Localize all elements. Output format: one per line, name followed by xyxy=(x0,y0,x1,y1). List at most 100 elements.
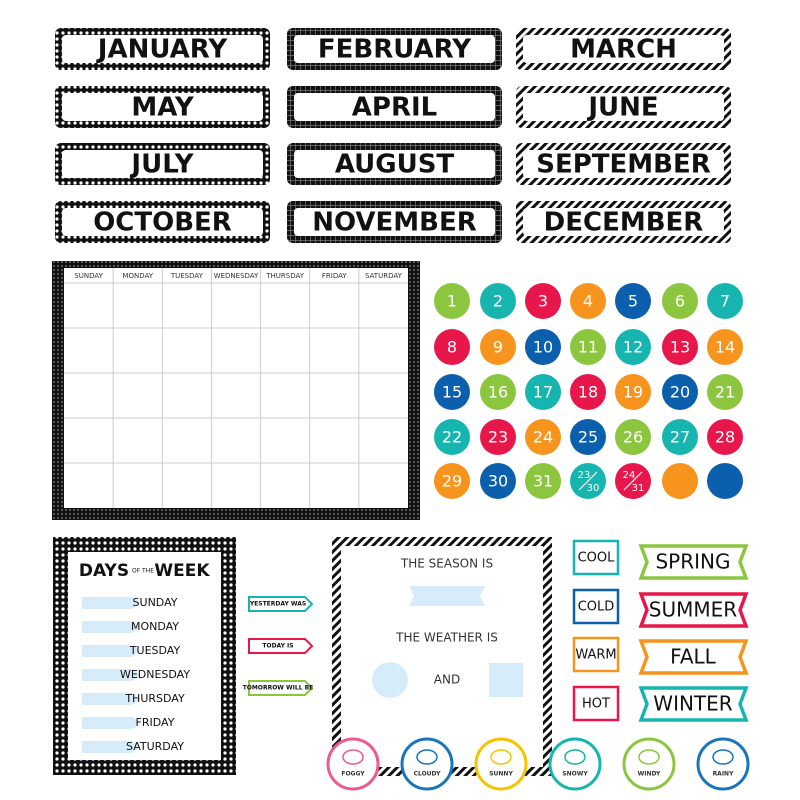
strip xyxy=(248,638,314,654)
month-card-inner xyxy=(62,208,263,236)
season-label: SPRING xyxy=(655,550,730,574)
number-circle xyxy=(662,283,698,319)
number-label: 30 xyxy=(488,472,508,491)
days-title-right: WEEK xyxy=(154,561,210,581)
number-label: 14 xyxy=(715,338,735,357)
weather-label: WINDY xyxy=(638,771,661,778)
weekday-header: SUNDAY xyxy=(74,272,103,280)
month-card-inner xyxy=(62,35,263,63)
number-label: 13 xyxy=(670,338,690,357)
day-arrow xyxy=(82,621,140,633)
weather-blank-square xyxy=(489,663,523,697)
month-card-inner xyxy=(294,208,495,236)
season-label: WINTER xyxy=(653,692,732,716)
number-label-bottom: 30 xyxy=(587,483,600,494)
number-circle xyxy=(707,463,743,499)
month-card-inner xyxy=(523,150,724,178)
weather-label: FOGGY xyxy=(341,771,365,778)
number-circle xyxy=(570,374,606,410)
month-card-inner xyxy=(523,35,724,63)
number-circle xyxy=(662,463,698,499)
temperature-label: HOT xyxy=(582,697,610,712)
number-label: 1 xyxy=(447,292,457,311)
day-name: TUESDAY xyxy=(129,644,181,657)
number-label: 25 xyxy=(578,428,598,447)
month-label: JANUARY xyxy=(96,35,229,65)
day-arrow xyxy=(82,741,140,753)
temperature-label: WARM xyxy=(575,648,616,663)
month-label: APRIL xyxy=(352,93,437,123)
day-name: MONDAY xyxy=(131,620,179,633)
number-label: 5 xyxy=(628,292,638,311)
temperature-box xyxy=(572,685,620,722)
day-name: SUNDAY xyxy=(133,596,178,609)
number-label: 22 xyxy=(442,428,462,447)
number-label: 3 xyxy=(538,292,548,311)
number-circle xyxy=(525,329,561,365)
strip xyxy=(248,596,314,612)
temperature-label: COLD xyxy=(578,600,615,615)
weather-prompt: THE WEATHER IS xyxy=(395,631,498,645)
number-circle xyxy=(707,419,743,455)
weather-icon xyxy=(490,749,512,765)
number-label: 9 xyxy=(493,338,503,357)
day-arrow xyxy=(82,669,140,681)
strip-label: YESTERDAY WAS xyxy=(249,601,306,608)
number-circle xyxy=(615,283,651,319)
month-card-inner xyxy=(62,93,263,121)
day-name: THURSDAY xyxy=(124,692,185,705)
number-divider xyxy=(623,471,643,491)
day-name: WEDNESDAY xyxy=(120,668,190,681)
month-card-inner xyxy=(294,150,495,178)
number-circle xyxy=(525,419,561,455)
number-circle xyxy=(480,329,516,365)
season-banner xyxy=(638,592,749,628)
number-label-top: 24 xyxy=(623,470,636,481)
weekday-header: FRIDAY xyxy=(322,272,347,280)
month-card-inner xyxy=(523,93,724,121)
weather-label: SNOWY xyxy=(562,771,588,778)
number-label: 28 xyxy=(715,428,735,447)
season-label: SUMMER xyxy=(649,598,737,622)
strip xyxy=(248,680,314,696)
number-label: 17 xyxy=(533,383,553,402)
month-label: NOVEMBER xyxy=(312,208,477,238)
month-card-inner xyxy=(294,93,495,121)
weekday-header: SATURDAY xyxy=(365,272,403,280)
month-card-inner xyxy=(523,208,724,236)
number-circle xyxy=(480,374,516,410)
month-label: SEPTEMBER xyxy=(536,150,711,180)
weekday-header: WEDNESDAY xyxy=(214,272,259,280)
number-circle xyxy=(615,419,651,455)
month-label: OCTOBER xyxy=(93,208,232,238)
weekday-header: TUESDAY xyxy=(170,272,204,280)
number-circle xyxy=(434,463,470,499)
month-label: AUGUST xyxy=(335,150,455,180)
season-banner xyxy=(638,544,749,580)
number-circle xyxy=(434,329,470,365)
number-label: 23 xyxy=(488,428,508,447)
month-card-inner xyxy=(294,35,495,63)
temperature-box xyxy=(572,539,620,576)
number-label: 2 xyxy=(493,292,503,311)
month-label: JUNE xyxy=(586,93,658,123)
temperature-label: COOL xyxy=(578,551,616,566)
number-label: 20 xyxy=(670,383,690,402)
weekday-header: THURSDAY xyxy=(265,272,304,280)
number-circle xyxy=(434,374,470,410)
weather-label: CLOUDY xyxy=(414,771,442,778)
number-label-top: 23 xyxy=(578,470,591,481)
number-circle xyxy=(480,463,516,499)
day-arrow xyxy=(82,645,140,657)
strip-label: TODAY IS xyxy=(262,643,293,650)
weather-icon xyxy=(638,749,660,765)
day-arrow xyxy=(82,717,140,729)
number-circle xyxy=(480,283,516,319)
number-label: 26 xyxy=(623,428,643,447)
month-label: JULY xyxy=(129,150,194,180)
number-label: 12 xyxy=(623,338,643,357)
month-card-inner xyxy=(62,150,263,178)
season-blank xyxy=(409,586,485,606)
season-prompt: THE SEASON IS xyxy=(400,557,493,571)
number-label: 21 xyxy=(715,383,735,402)
